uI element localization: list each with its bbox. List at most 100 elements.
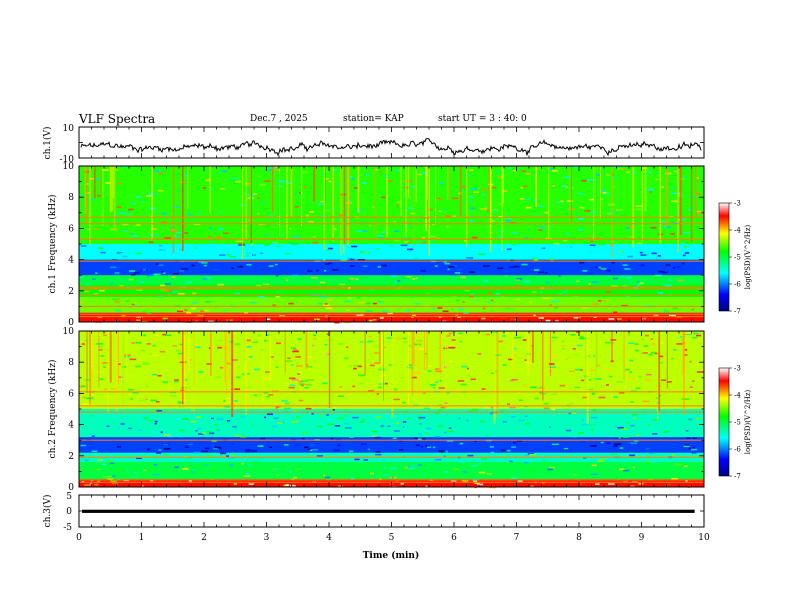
spectral-speckle <box>670 192 678 195</box>
spectral-speckle <box>594 167 599 169</box>
spectral-speckle <box>319 200 325 203</box>
spectral-speckle <box>469 220 474 222</box>
spectral-speckle <box>279 406 284 409</box>
spectral-speckle <box>429 384 436 386</box>
spectral-speckle <box>142 263 146 266</box>
spectral-speckle <box>570 333 576 336</box>
spectral-speckle <box>391 275 398 278</box>
spectral-speckle <box>131 273 136 276</box>
spectral-speckle <box>232 454 239 457</box>
spectral-speckle <box>253 368 260 371</box>
sferic-streak <box>535 166 537 208</box>
spectral-speckle <box>468 410 474 413</box>
spectral-speckle <box>202 257 207 260</box>
spectral-speckle <box>89 428 93 431</box>
spectral-speckle <box>219 366 224 369</box>
spectral-speckle <box>291 379 299 381</box>
spectral-speckle <box>186 332 190 335</box>
spectral-speckle <box>531 291 537 293</box>
spectral-speckle <box>596 174 601 176</box>
spectral-speckle <box>315 282 320 285</box>
spectral-speckle <box>372 435 377 437</box>
spectral-speckle <box>249 355 253 358</box>
spectral-speckle <box>372 302 377 305</box>
spectral-speckle <box>181 268 188 270</box>
spectral-speckle <box>390 467 397 470</box>
spectral-speckle <box>116 252 123 254</box>
spectral-speckle <box>135 196 142 198</box>
sferic-streak <box>531 331 534 364</box>
spectral-speckle <box>688 418 693 421</box>
spectral-speckle <box>368 390 374 392</box>
spectral-speckle <box>99 289 105 292</box>
spectral-speckle <box>478 462 482 465</box>
spectral-speckle <box>655 178 658 181</box>
spectral-speckle <box>696 371 704 373</box>
spectral-speckle <box>162 443 169 446</box>
spectral-speckle <box>218 447 222 450</box>
spectral-speckle <box>134 472 137 475</box>
spectral-speckle <box>206 363 213 365</box>
spectral-speckle <box>414 371 422 374</box>
spectral-speckle <box>688 447 692 450</box>
spectral-speckle <box>435 237 441 240</box>
spectral-speckle <box>353 187 359 189</box>
spectral-speckle <box>240 436 247 438</box>
spectral-speckle <box>323 177 330 180</box>
frequency-tick-label: 2 <box>68 287 74 297</box>
spectral-speckle <box>542 297 550 299</box>
spectral-speckle <box>440 184 446 187</box>
narrowband-line <box>79 479 704 481</box>
spectral-speckle <box>349 277 355 280</box>
sferic-streak <box>109 331 112 383</box>
spectral-speckle <box>107 478 114 481</box>
spectral-speckle <box>167 435 173 438</box>
spectral-speckle <box>229 176 234 179</box>
spectral-speckle <box>611 261 615 264</box>
spectral-speckle <box>457 380 465 382</box>
spectral-speckle <box>611 342 615 344</box>
spectral-speckle <box>525 460 533 462</box>
sferic-streak <box>446 166 449 201</box>
spectral-speckle <box>245 449 251 451</box>
spectral-speckle <box>381 458 386 461</box>
spectral-speckle <box>79 340 83 343</box>
spectral-speckle <box>138 429 142 431</box>
sferic-streak <box>107 331 110 413</box>
spectral-speckle <box>684 332 691 334</box>
spectral-speckle <box>224 405 229 408</box>
spectral-speckle <box>359 251 365 253</box>
spectral-speckle <box>452 296 457 298</box>
spectral-speckle <box>502 335 506 337</box>
sferic-streak <box>151 166 153 241</box>
spectral-speckle <box>284 252 291 255</box>
spectral-speckle <box>274 263 278 266</box>
spectral-speckle <box>329 309 334 311</box>
spectral-speckle <box>595 237 600 239</box>
spectral-speckle <box>294 205 299 208</box>
spectral-speckle <box>633 286 639 289</box>
spectral-speckle <box>208 455 212 457</box>
spectral-speckle <box>532 257 535 260</box>
spectral-speckle <box>641 352 648 354</box>
spectral-band <box>79 244 704 260</box>
sferic-streak <box>224 331 226 383</box>
spectral-speckle <box>646 319 649 321</box>
spectral-speckle <box>184 232 189 234</box>
spectral-speckle <box>301 384 304 387</box>
spectral-speckle <box>580 483 583 485</box>
spectral-speckle <box>278 180 283 182</box>
spectral-speckle <box>368 335 372 338</box>
spectral-speckle <box>126 234 133 237</box>
sferic-streak <box>245 166 247 240</box>
spectral-speckle <box>487 210 490 212</box>
spectral-speckle <box>637 284 641 286</box>
narrowband-line <box>79 439 704 441</box>
spectral-speckle <box>568 370 575 373</box>
spectral-speckle <box>562 168 567 170</box>
spectral-speckle <box>158 244 163 247</box>
spectral-speckle <box>578 228 583 231</box>
sferic-streak <box>415 166 417 202</box>
sferic-streak <box>423 331 425 371</box>
